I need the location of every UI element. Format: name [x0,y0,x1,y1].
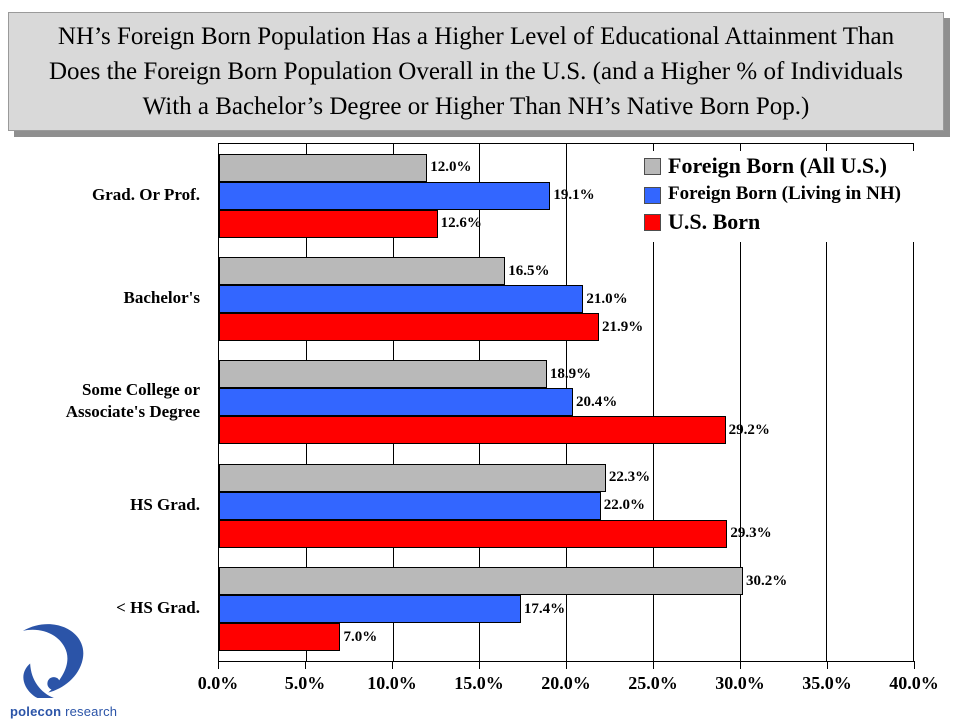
bar-us-born [219,623,341,652]
axis-tick [392,661,393,669]
logo-text-brand: polecon [10,704,62,719]
bar-us-born [219,519,728,548]
bar-value-label: 17.4% [523,600,566,617]
legend-label: Foreign Born (All U.S.) [668,153,887,178]
polecon-logo: polecon research [10,620,140,719]
bar-foreign-born-all-us [219,567,743,596]
bar-foreign-born-nh [219,181,551,210]
bar-row: 22.3% [219,463,913,492]
category-label: Bachelor's [123,288,201,308]
bar-value-label: 22.3% [608,469,651,486]
gridline [652,144,654,661]
value-axis: 0.0% 5.0% 10.0% 15.0% 20.0% 25.0% 30.0% 35.0% 40… [198,661,939,707]
category-label: Grad. Or Prof. [92,184,200,204]
bar-value-label: 7.0% [343,628,378,645]
legend-swatch-blue [644,187,661,204]
category-label: < HS Grad. [116,598,200,618]
slide-title: NH’s Foreign Born Population Has a Highe… [8,12,944,131]
bar-row: 30.2% [219,567,913,596]
legend: Foreign Born (All U.S.) Foreign Born (Li… [640,151,916,242]
bar-value-label: 20.4% [575,393,618,410]
bar-value-label: 29.3% [730,525,772,542]
bar-us-born [219,209,438,238]
bar-group: 18.9% 20.4% 29.2% [219,351,913,454]
polecon-logo-icon [22,624,84,701]
category-label: HS Grad. [130,494,200,514]
bar-group: 30.2% 17.4% 7.0% [219,558,913,661]
bar-foreign-born-all-us [219,463,606,492]
axis-tick-label: 40.0% [889,673,939,693]
bar-value-label: 18.9% [549,365,592,382]
gridline [739,144,741,661]
bar-foreign-born-all-us [219,153,428,182]
axis-tick-label: 15.0% [454,673,504,693]
legend-label: U.S. Born [668,209,761,234]
bar-row: 12.0% [219,153,913,182]
bar-foreign-born-all-us [219,360,547,389]
bar-us-born [219,416,726,445]
bar-row: 21.9% [219,313,913,342]
bar-row: 7.0% [219,623,913,652]
bar-value-label: 16.5% [508,262,550,279]
slide-title-line-1: NH’s Foreign Born Population Has a Highe… [57,23,895,50]
bar-value-label: 22.0% [603,497,645,514]
axis-tick-label: 20.0% [541,673,591,693]
axis-tick-label: 5.0% [284,673,326,693]
bar-value-label: 21.9% [601,318,644,335]
axis-tick [653,661,654,669]
logo-text-suffix: research [65,704,118,719]
axis-tick [305,661,306,669]
axis-tick [914,661,915,669]
category-label: Some College or Associate's Degree [65,380,200,422]
bar-group: 22.3% 22.0% 29.3% [219,454,913,557]
axis-tick [740,661,741,669]
bar-row: 29.2% [219,416,913,445]
legend-label: Foreign Born (Living in NH) [668,183,901,204]
bar-row: 19.1% [219,181,913,210]
bar-row: 29.3% [219,519,913,548]
bar-us-born [219,313,599,342]
gridline [826,144,828,661]
bar-row: 22.0% [219,491,913,520]
bar-value-label: 29.2% [728,421,770,438]
bar-row: 12.6% [219,209,913,238]
bar-row: 21.0% [219,285,913,314]
bar-value-label: 19.1% [553,187,595,204]
legend-item-foreign-born-nh: Foreign Born (Living in NH) [644,182,916,206]
axis-tick [218,661,219,669]
axis-tick-label: 25.0% [628,673,678,693]
legend-swatch-gray [644,158,661,175]
bar-foreign-born-nh [219,388,573,417]
bar-group: 12.0% 19.1% 12.6% [219,144,913,247]
axis-tick-label: 10.0% [367,673,417,693]
polecon-logo-text: polecon research [10,704,140,719]
bar-value-label: 30.2% [745,572,788,589]
axis-tick-label: 30.0% [715,673,765,693]
bar-row: 16.5% [219,257,913,286]
axis-tick [479,661,480,669]
bar-row: 17.4% [219,595,913,624]
slide-title-line-3: With a Bachelor’s Degree or Higher Than … [142,93,810,120]
slide-title-line-2: Does the Foreign Born Population Overall… [48,58,904,85]
legend-swatch-red [644,214,661,231]
bar-row: 18.9% [219,360,913,389]
bar-foreign-born-all-us [219,257,506,286]
axis-tick-label: 35.0% [802,673,852,693]
bar-row: 20.4% [219,388,913,417]
bar-foreign-born-nh [219,491,601,520]
legend-item-us-born: U.S. Born [644,209,916,235]
category-axis: Grad. Or Prof. Bachelor's Some College or … [0,143,206,660]
legend-item-foreign-born-all-us: Foreign Born (All U.S.) [644,153,916,179]
axis-tick [827,661,828,669]
bar-value-label: 12.0% [430,159,472,176]
bar-value-label: 21.0% [586,290,628,307]
axis-tick-label: 0.0% [197,673,239,693]
bar-group: 16.5% 21.0% 21.9% [219,247,913,350]
bar-foreign-born-nh [219,285,584,314]
bar-value-label: 12.6% [440,215,482,232]
axis-tick [566,661,567,669]
bar-foreign-born-nh [219,595,521,624]
